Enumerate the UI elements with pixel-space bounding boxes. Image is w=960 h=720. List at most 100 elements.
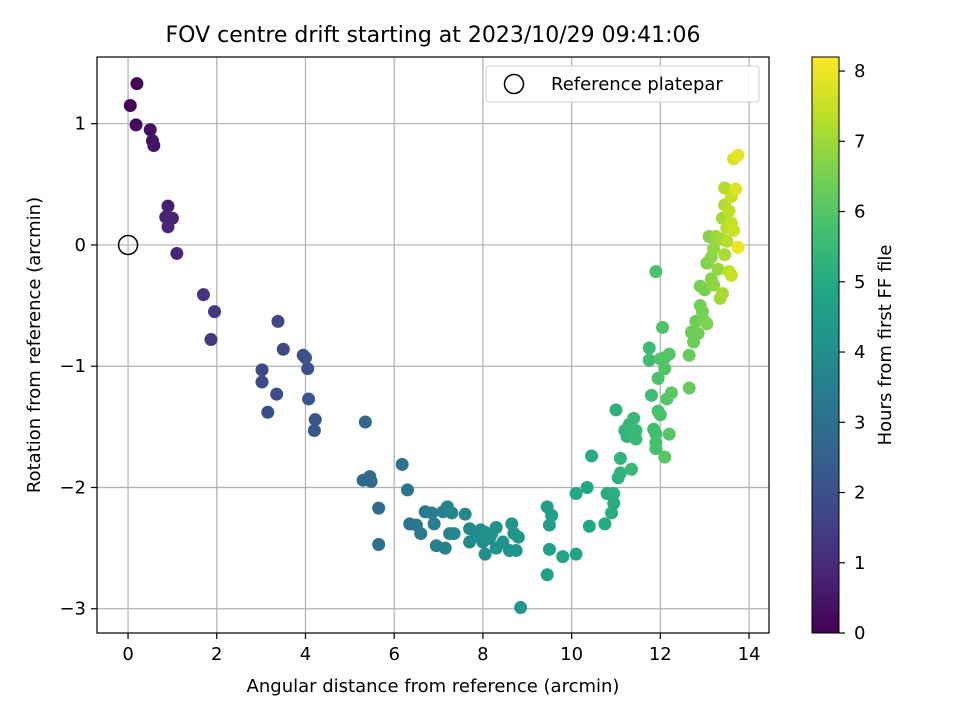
data-point [542,542,556,556]
data-point [364,474,378,488]
reference-platepar-marker [117,234,139,256]
data-point [255,363,269,377]
colorbar-tick-label: 2 [854,483,865,504]
data-point [511,530,525,544]
colorbar-tick-label: 0 [854,623,865,644]
data-point [627,411,641,425]
data-point [727,223,741,237]
data-point [542,518,556,532]
data-point [425,506,439,520]
colorbar-tick-label: 6 [854,202,865,223]
x-tick-label: 0 [122,644,133,665]
legend-marker-icon [503,73,525,95]
data-point [208,305,222,319]
data-point [170,246,184,260]
data-point [649,442,663,456]
legend: Reference platepar [485,65,760,103]
data-point [629,432,643,446]
data-points [123,77,745,615]
data-point [302,392,316,406]
x-tick-label: 12 [649,644,672,665]
data-point [556,550,570,564]
y-tick-label: −1 [59,356,86,377]
data-point [130,77,144,91]
colorbar-tick-label: 8 [854,61,865,82]
colorbar-ticks: 0 1 2 3 4 5 6 7 8 [839,61,865,644]
data-point [664,386,678,400]
y-tick-label: −2 [59,477,86,498]
data-point [395,457,409,471]
colorbar-tick-label: 5 [854,272,865,293]
x-tick-label: 8 [477,644,488,665]
data-point [662,427,676,441]
legend-box [485,65,760,103]
data-point [489,521,503,535]
data-point [662,347,676,361]
data-point [682,381,696,395]
data-point [715,286,729,300]
data-point [129,118,143,132]
legend-label: Reference platepar [551,74,723,95]
data-point [609,403,623,417]
data-point [642,353,656,367]
data-point [718,248,732,262]
y-axis-label: Rotation from reference (arcmin) [24,197,45,493]
data-point [161,220,175,234]
data-point [414,527,428,541]
data-point [605,506,619,520]
y-axis-ticks: −3 −2 −1 0 1 [59,114,97,620]
colorbar [811,56,840,634]
data-point [196,288,210,302]
x-axis-ticks: 0 2 4 6 8 10 12 14 [122,633,760,665]
data-point [720,234,734,248]
data-point [270,387,284,401]
data-point [276,342,290,356]
data-point [624,462,638,476]
data-point [400,483,414,497]
x-tick-label: 4 [300,644,311,665]
data-point [147,139,161,153]
data-point [700,317,714,331]
x-tick-label: 10 [560,644,583,665]
grid-lines [97,57,769,633]
data-point [123,99,137,113]
data-point [682,348,696,362]
data-point [478,547,492,561]
data-point [261,405,275,419]
y-tick-label: 1 [75,114,86,135]
data-point [656,320,670,334]
data-point [372,501,386,515]
data-point [711,262,725,276]
data-point [161,199,175,213]
data-point [514,601,528,615]
data-point [729,182,743,196]
x-axis-label: Angular distance from reference (arcmin) [247,676,620,697]
x-tick-label: 6 [388,644,399,665]
data-point [651,371,665,385]
data-point [707,242,721,256]
data-point [731,240,745,254]
data-point [569,487,583,501]
data-point [722,204,736,218]
colorbar-tick-label: 4 [854,342,865,363]
data-point [372,537,386,551]
y-tick-label: −3 [59,599,86,620]
colorbar-label: Hours from first FF file [875,245,896,446]
data-point [613,451,627,465]
data-point [598,517,612,531]
data-point [580,480,594,494]
data-point [582,519,596,533]
data-point [607,487,621,501]
data-point [613,466,627,480]
data-point [707,278,721,292]
data-point [731,148,745,162]
data-point [642,341,656,355]
data-point [358,415,372,429]
data-point [143,123,157,137]
data-point [308,413,322,427]
data-point [204,333,218,347]
data-point [458,507,472,521]
data-point [307,423,321,437]
data-point [644,388,658,402]
